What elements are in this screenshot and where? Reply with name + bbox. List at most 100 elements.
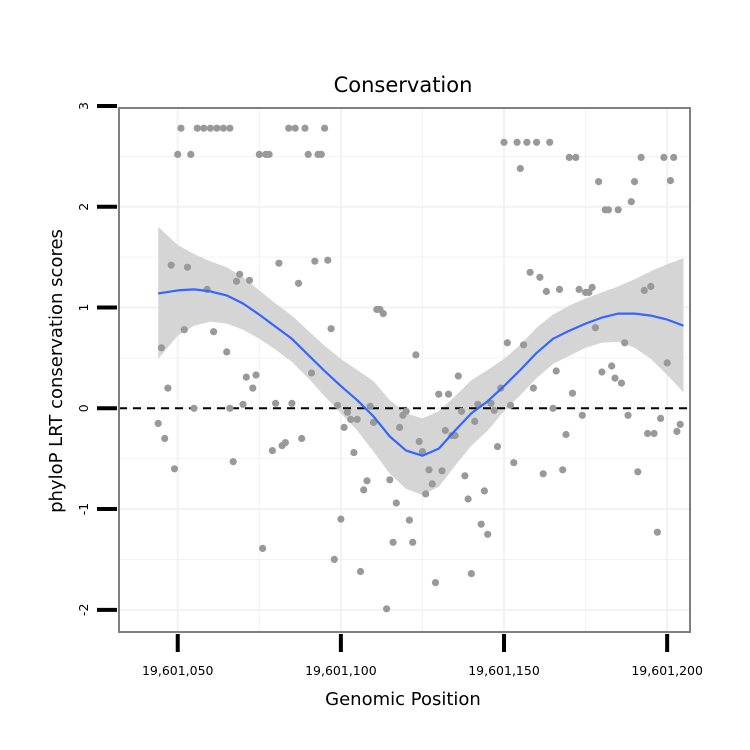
data-point-11	[190, 404, 198, 412]
data-point-117	[539, 470, 547, 478]
data-point-76	[405, 516, 413, 524]
data-point-52	[327, 325, 335, 333]
plot-panel-border	[118, 107, 691, 633]
data-point-116	[536, 273, 544, 281]
data-point-96	[471, 417, 479, 425]
data-point-129	[578, 411, 586, 419]
data-point-65	[369, 418, 378, 426]
data-point-27	[245, 276, 254, 284]
data-point-42	[294, 279, 303, 287]
data-point-150	[647, 282, 655, 290]
data-point-139	[611, 374, 619, 382]
data-point-141	[617, 379, 626, 387]
data-point-22	[229, 458, 237, 466]
data-point-30	[255, 150, 263, 158]
data-point-21	[226, 404, 234, 412]
y-tick-label-2: 0	[76, 404, 91, 412]
data-point-159	[676, 420, 684, 428]
data-point-51	[324, 256, 332, 264]
data-point-72	[392, 499, 400, 507]
x-tick-label-3: 19,601,200	[631, 663, 703, 678]
data-point-13	[200, 124, 208, 132]
data-point-68	[379, 310, 387, 318]
data-point-100	[484, 530, 492, 538]
data-point-79	[415, 437, 423, 446]
data-point-8	[180, 326, 188, 334]
data-point-1	[157, 344, 165, 352]
data-point-55	[337, 515, 345, 523]
data-point-38	[281, 439, 289, 447]
data-point-149	[644, 429, 652, 438]
y-axis-title: phyloP LRT conservation scores	[46, 229, 67, 513]
data-point-4	[167, 261, 175, 269]
data-point-121	[552, 367, 560, 375]
data-point-155	[663, 359, 671, 367]
data-point-152	[653, 528, 662, 536]
data-point-33	[265, 150, 273, 158]
data-point-105	[500, 138, 508, 146]
data-points	[154, 124, 684, 613]
data-point-118	[542, 287, 551, 295]
data-point-60	[353, 415, 361, 423]
data-point-29	[252, 371, 260, 379]
data-point-63	[363, 477, 371, 485]
data-point-102	[490, 406, 498, 414]
data-point-6	[174, 150, 182, 158]
data-point-78	[412, 351, 420, 359]
data-point-94	[464, 495, 472, 503]
data-point-156	[666, 177, 675, 185]
data-point-25	[239, 400, 247, 408]
data-point-132	[588, 283, 596, 291]
data-point-35	[272, 399, 280, 407]
data-point-24	[236, 270, 244, 278]
y-tick-label-1: -1	[76, 503, 91, 515]
data-point-12	[193, 124, 201, 132]
data-point-91	[454, 372, 462, 380]
smooth-curve	[158, 288, 684, 457]
data-point-59	[350, 449, 358, 457]
data-point-2	[161, 434, 169, 443]
data-point-10	[187, 150, 195, 158]
data-point-144	[627, 198, 635, 206]
data-point-158	[673, 427, 681, 436]
x-axis: 19,601,050 19,601,100 19,601,150 19,601,200	[142, 634, 703, 678]
x-tick-label-2: 19,601,150	[468, 663, 540, 678]
data-point-134	[595, 178, 603, 186]
data-point-43	[298, 434, 306, 443]
x-tick-label-0: 19,601,050	[142, 663, 214, 678]
data-point-71	[389, 538, 397, 546]
data-point-87	[441, 426, 449, 435]
data-point-3	[164, 384, 172, 392]
data-point-119	[546, 138, 554, 146]
data-point-81	[422, 490, 430, 498]
data-point-157	[670, 153, 678, 161]
data-point-61	[356, 567, 365, 576]
data-point-73	[396, 423, 404, 431]
data-point-28	[249, 384, 257, 392]
data-point-109	[513, 138, 521, 146]
data-point-53	[330, 555, 338, 564]
x-tick-label-1: 19,601,100	[305, 663, 377, 678]
data-point-153	[657, 414, 665, 422]
data-point-114	[529, 384, 538, 392]
data-point-108	[510, 459, 518, 467]
data-point-85	[435, 390, 443, 398]
data-point-145	[630, 178, 639, 186]
data-point-122	[555, 285, 564, 293]
data-point-120	[549, 404, 557, 412]
data-point-56	[340, 423, 348, 431]
data-point-50	[321, 124, 329, 132]
y-axis: -2 -1 0 1 2 3	[76, 102, 117, 616]
data-point-39	[285, 124, 293, 132]
data-point-45	[304, 150, 312, 158]
data-point-84	[431, 579, 440, 587]
data-point-18	[219, 124, 227, 132]
data-point-23	[232, 277, 241, 285]
loess-fit-line	[158, 288, 684, 457]
data-point-127	[572, 153, 580, 161]
data-point-64	[366, 402, 374, 410]
data-point-82	[425, 466, 433, 474]
data-point-57	[343, 408, 351, 416]
chart-title: Conservation	[334, 73, 473, 97]
data-point-106	[503, 339, 511, 347]
